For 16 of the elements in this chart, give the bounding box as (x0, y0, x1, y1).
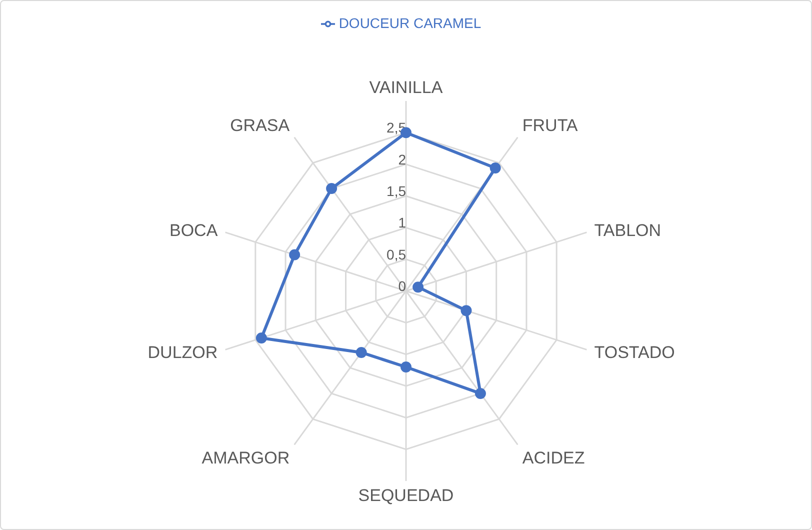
y-tick-label: 2 (398, 151, 406, 168)
spoke-label: TOSTADO (594, 343, 675, 362)
spoke-label: TABLON (594, 220, 662, 240)
spoke-label: DULZOR (148, 343, 218, 362)
y-tick-label: 0 (398, 278, 406, 294)
spoke-label: SEQUEDAD (358, 486, 454, 506)
spoke-label: AMARGOR (202, 448, 290, 468)
legend-label: DOUCEUR CARAMEL (338, 15, 482, 31)
spoke-label: VAINILLA (369, 78, 444, 97)
y-tick-label: 1 (398, 214, 406, 231)
y-tick-label: 1,5 (386, 183, 406, 199)
spoke-label: BOCA (170, 220, 218, 240)
spoke-label: GRASA (230, 116, 290, 135)
y-tick-label: 0,5 (386, 246, 406, 262)
spoke-label: ACIDEZ (522, 448, 585, 468)
spoke-label: FRUTA (522, 116, 578, 135)
